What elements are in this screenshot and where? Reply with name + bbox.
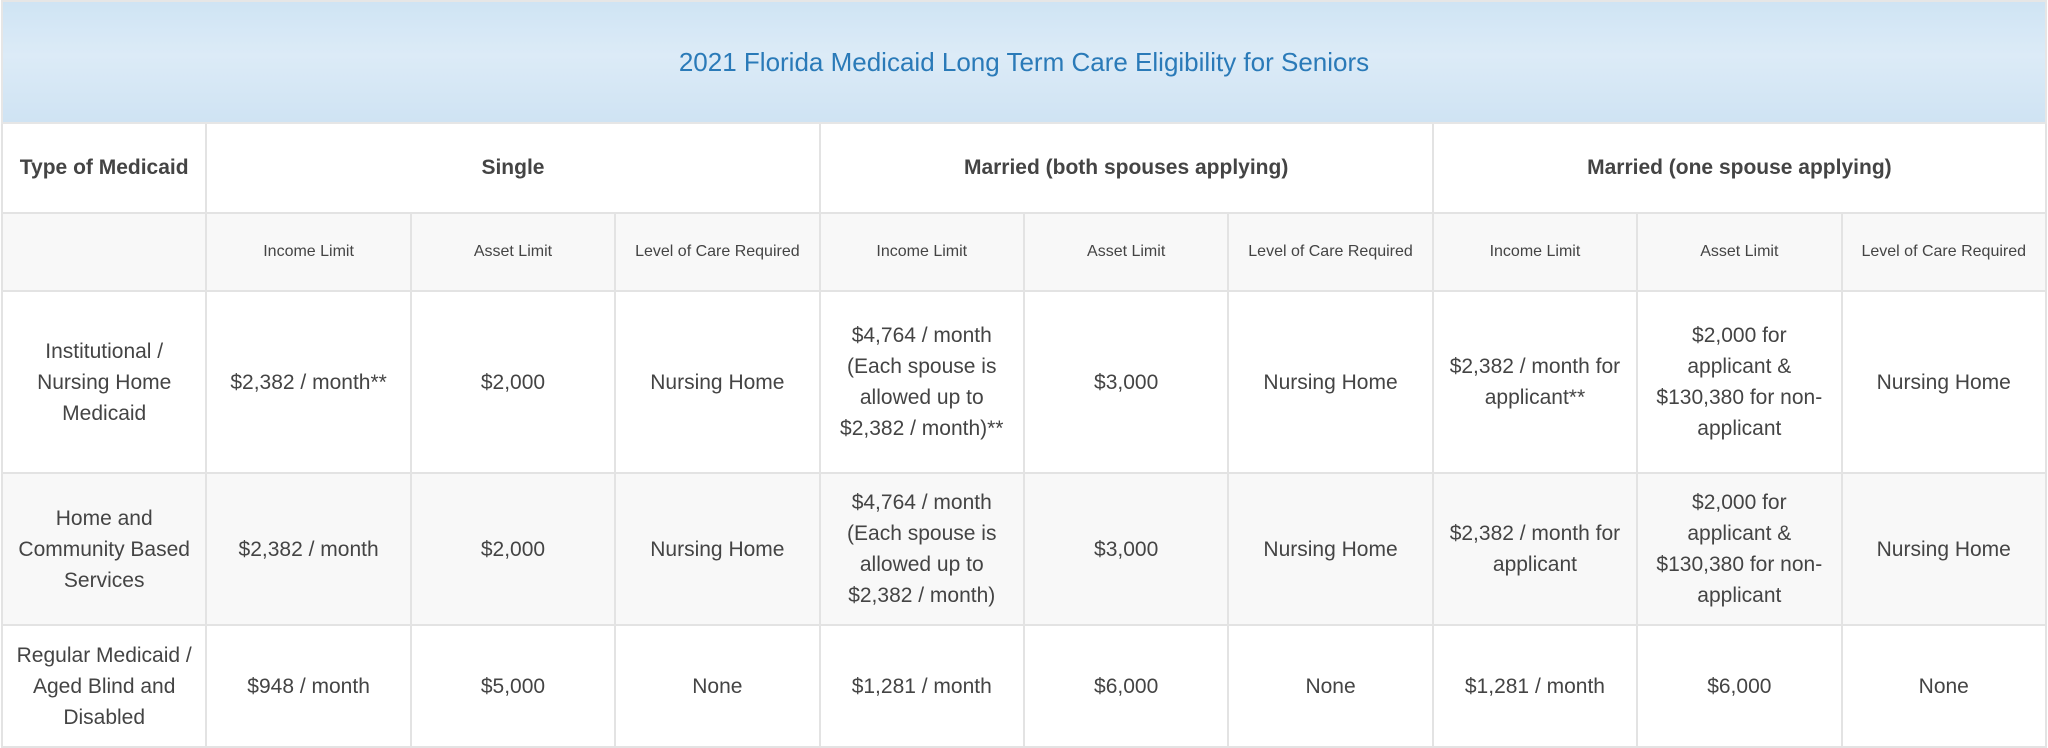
- cell: $6,000: [1636, 624, 1843, 748]
- cell: $2,382 / month for applicant**: [1431, 290, 1639, 474]
- subheader-income: Income Limit: [1431, 212, 1639, 292]
- cell: Nursing Home: [614, 290, 821, 474]
- subheader-income: Income Limit: [205, 212, 412, 292]
- cell: Nursing Home: [1227, 290, 1434, 474]
- subheader-income: Income Limit: [818, 212, 1025, 292]
- subheader-asset: Asset Limit: [1022, 212, 1230, 292]
- cell: $3,000: [1022, 472, 1230, 626]
- subheader-care: Level of Care Required: [1227, 212, 1434, 292]
- cell: $2,000: [409, 290, 617, 474]
- subheader-empty: [0, 212, 208, 292]
- cell: $1,281 / month: [1431, 624, 1639, 748]
- table-row: Home and Community Based Services $2,382…: [0, 472, 2048, 626]
- header-married-both: Married (both spouses applying): [818, 122, 1434, 214]
- table-row: Regular Medicaid / Aged Blind and Disabl…: [0, 624, 2048, 748]
- cell: Nursing Home: [1840, 472, 2048, 626]
- row-type: Regular Medicaid / Aged Blind and Disabl…: [0, 624, 208, 748]
- cell: $1,281 / month: [818, 624, 1025, 748]
- cell: Nursing Home: [614, 472, 821, 626]
- subheader-care: Level of Care Required: [1840, 212, 2048, 292]
- cell: $6,000: [1022, 624, 1230, 748]
- header-single: Single: [205, 122, 821, 214]
- header-married-one: Married (one spouse applying): [1431, 122, 2048, 214]
- cell: $2,000 for applicant & $130,380 for non-…: [1636, 290, 1843, 474]
- cell: $4,764 / month (Each spouse is allowed u…: [818, 290, 1025, 474]
- cell: None: [614, 624, 821, 748]
- cell: $2,382 / month**: [205, 290, 412, 474]
- cell: None: [1227, 624, 1434, 748]
- row-type: Home and Community Based Services: [0, 472, 208, 626]
- cell: $5,000: [409, 624, 617, 748]
- cell: $4,764 / month (Each spouse is allowed u…: [818, 472, 1025, 626]
- cell: Nursing Home: [1840, 290, 2048, 474]
- row-type: Institutional / Nursing Home Medicaid: [0, 290, 208, 474]
- header-type-of-medicaid: Type of Medicaid: [0, 122, 208, 214]
- cell: $948 / month: [205, 624, 412, 748]
- cell: Nursing Home: [1227, 472, 1434, 626]
- subheader-asset: Asset Limit: [409, 212, 617, 292]
- table-title: 2021 Florida Medicaid Long Term Care Eli…: [1, 0, 2047, 124]
- cell: $2,382 / month: [205, 472, 412, 626]
- cell: $3,000: [1022, 290, 1230, 474]
- cell: $2,000 for applicant & $130,380 for non-…: [1636, 472, 1843, 626]
- cell: $2,382 / month for applicant: [1431, 472, 1639, 626]
- subheader-care: Level of Care Required: [614, 212, 821, 292]
- subheader-asset: Asset Limit: [1636, 212, 1843, 292]
- subheader-row: Income Limit Asset Limit Level of Care R…: [0, 212, 2048, 292]
- cell: None: [1840, 624, 2048, 748]
- table-row: Institutional / Nursing Home Medicaid $2…: [0, 290, 2048, 474]
- cell: $2,000: [409, 472, 617, 626]
